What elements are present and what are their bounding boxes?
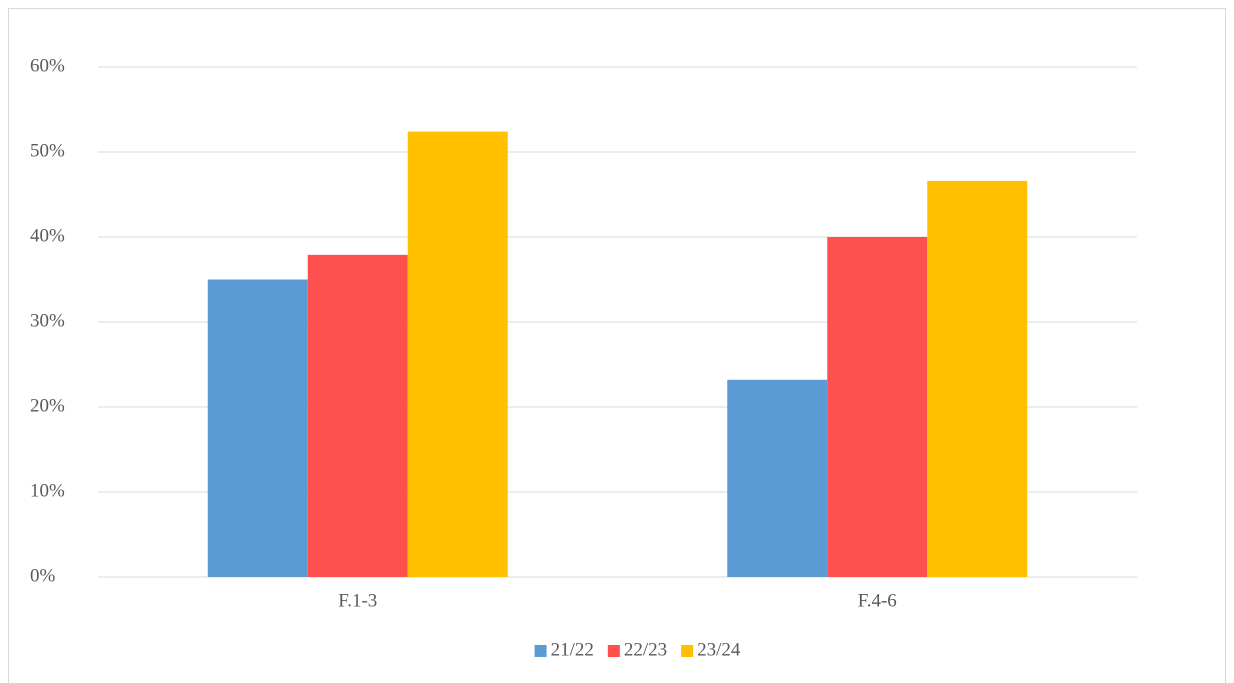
- bar: [307, 254, 408, 577]
- y-tick-label: 0%: [30, 565, 56, 586]
- y-tick-label: 30%: [30, 310, 65, 331]
- legend-swatch: [607, 645, 620, 657]
- legend-swatch: [534, 645, 547, 657]
- bar: [827, 237, 928, 577]
- y-tick-label: 20%: [30, 395, 65, 416]
- chart-frame: [8, 8, 1226, 683]
- bar: [727, 379, 828, 577]
- bar: [927, 180, 1028, 577]
- x-tick-label: F.1-3: [338, 590, 377, 611]
- y-tick-label: 50%: [30, 140, 65, 161]
- legend-label: 23/24: [697, 639, 741, 660]
- legend-swatch: [681, 645, 694, 657]
- x-tick-label: F.4-6: [858, 590, 897, 611]
- legend-label: 22/23: [624, 639, 667, 660]
- y-tick-label: 40%: [30, 225, 65, 246]
- bar: [207, 279, 308, 577]
- bar: [407, 131, 508, 577]
- legend-label: 21/22: [551, 639, 594, 660]
- y-tick-label: 60%: [30, 55, 65, 76]
- y-tick-label: 10%: [30, 480, 65, 501]
